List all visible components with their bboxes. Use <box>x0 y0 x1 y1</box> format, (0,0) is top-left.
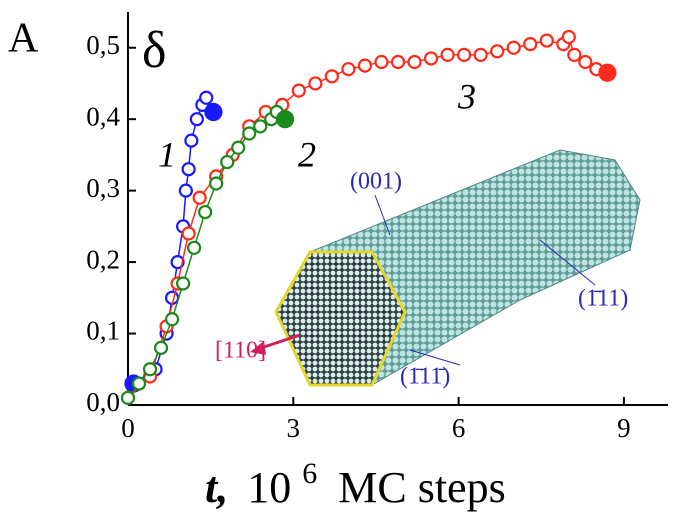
y-tick-label: 0,5 <box>86 30 120 60</box>
curve-label: 3 <box>457 76 476 116</box>
data-point <box>242 126 257 141</box>
data-point <box>176 276 191 291</box>
data-point <box>390 54 406 70</box>
panel-label: A <box>8 16 39 62</box>
data-point <box>187 240 202 255</box>
nanorod-inset <box>250 149 641 387</box>
inset-annotation: (1̄11) <box>578 286 628 312</box>
data-point <box>178 183 193 198</box>
data-point <box>142 362 158 377</box>
data-point <box>181 226 196 241</box>
y-tick-label: 0,3 <box>86 173 120 203</box>
data-point <box>153 340 169 355</box>
x-label-exponent: 6 <box>302 457 317 490</box>
data-point <box>374 54 389 70</box>
data-point <box>192 190 207 205</box>
data-point <box>407 54 422 70</box>
data-point <box>539 33 554 48</box>
curve-label: 2 <box>298 134 316 174</box>
data-point <box>170 254 185 270</box>
data-point <box>120 390 136 405</box>
data-point <box>220 154 235 170</box>
data-point <box>506 40 521 55</box>
y-tick-label: 0,1 <box>86 316 120 346</box>
data-point <box>324 69 339 84</box>
data-point <box>561 29 576 45</box>
data-point <box>490 44 505 59</box>
data-point <box>598 63 617 82</box>
inset-annotation: [110] <box>215 338 266 364</box>
y-axis-label: δ <box>142 22 167 79</box>
data-point <box>308 76 323 91</box>
data-point <box>473 47 488 62</box>
x-label-variable: t, <box>205 463 228 512</box>
data-point <box>164 312 180 327</box>
data-point <box>199 90 214 105</box>
inset-annotation: (1̄11̄) <box>400 364 450 390</box>
y-tick-label: 0,4 <box>86 101 120 131</box>
x-tick-label: 6 <box>452 413 466 443</box>
inset-annotation: (001) <box>350 169 402 195</box>
data-point <box>457 47 472 62</box>
data-point <box>204 102 223 122</box>
data-point <box>198 204 213 220</box>
x-label-base: 10 <box>247 463 291 512</box>
data-point <box>253 119 268 134</box>
x-tick-label: 9 <box>617 413 631 443</box>
data-point <box>181 162 196 177</box>
data-point <box>341 62 356 77</box>
x-label-unit: MC steps <box>338 463 505 512</box>
data-point <box>231 140 246 155</box>
x-tick-label: 3 <box>287 413 301 443</box>
curve-label: 1 <box>158 134 176 174</box>
data-point <box>209 176 224 191</box>
data-point <box>567 47 582 62</box>
y-tick-label: 0,0 <box>86 387 120 417</box>
data-point <box>523 37 538 52</box>
x-tick-label: 0 <box>121 413 135 443</box>
data-point <box>440 47 455 62</box>
data-point <box>275 110 295 129</box>
x-axis-label: t, 10 6 MC steps <box>205 447 506 512</box>
data-point <box>291 83 306 98</box>
data-point <box>578 54 593 70</box>
data-point <box>184 133 199 148</box>
data-point <box>423 51 439 66</box>
y-tick-label: 0,2 <box>86 244 120 274</box>
data-point <box>189 112 204 127</box>
data-point <box>131 376 147 391</box>
data-point <box>357 58 373 73</box>
